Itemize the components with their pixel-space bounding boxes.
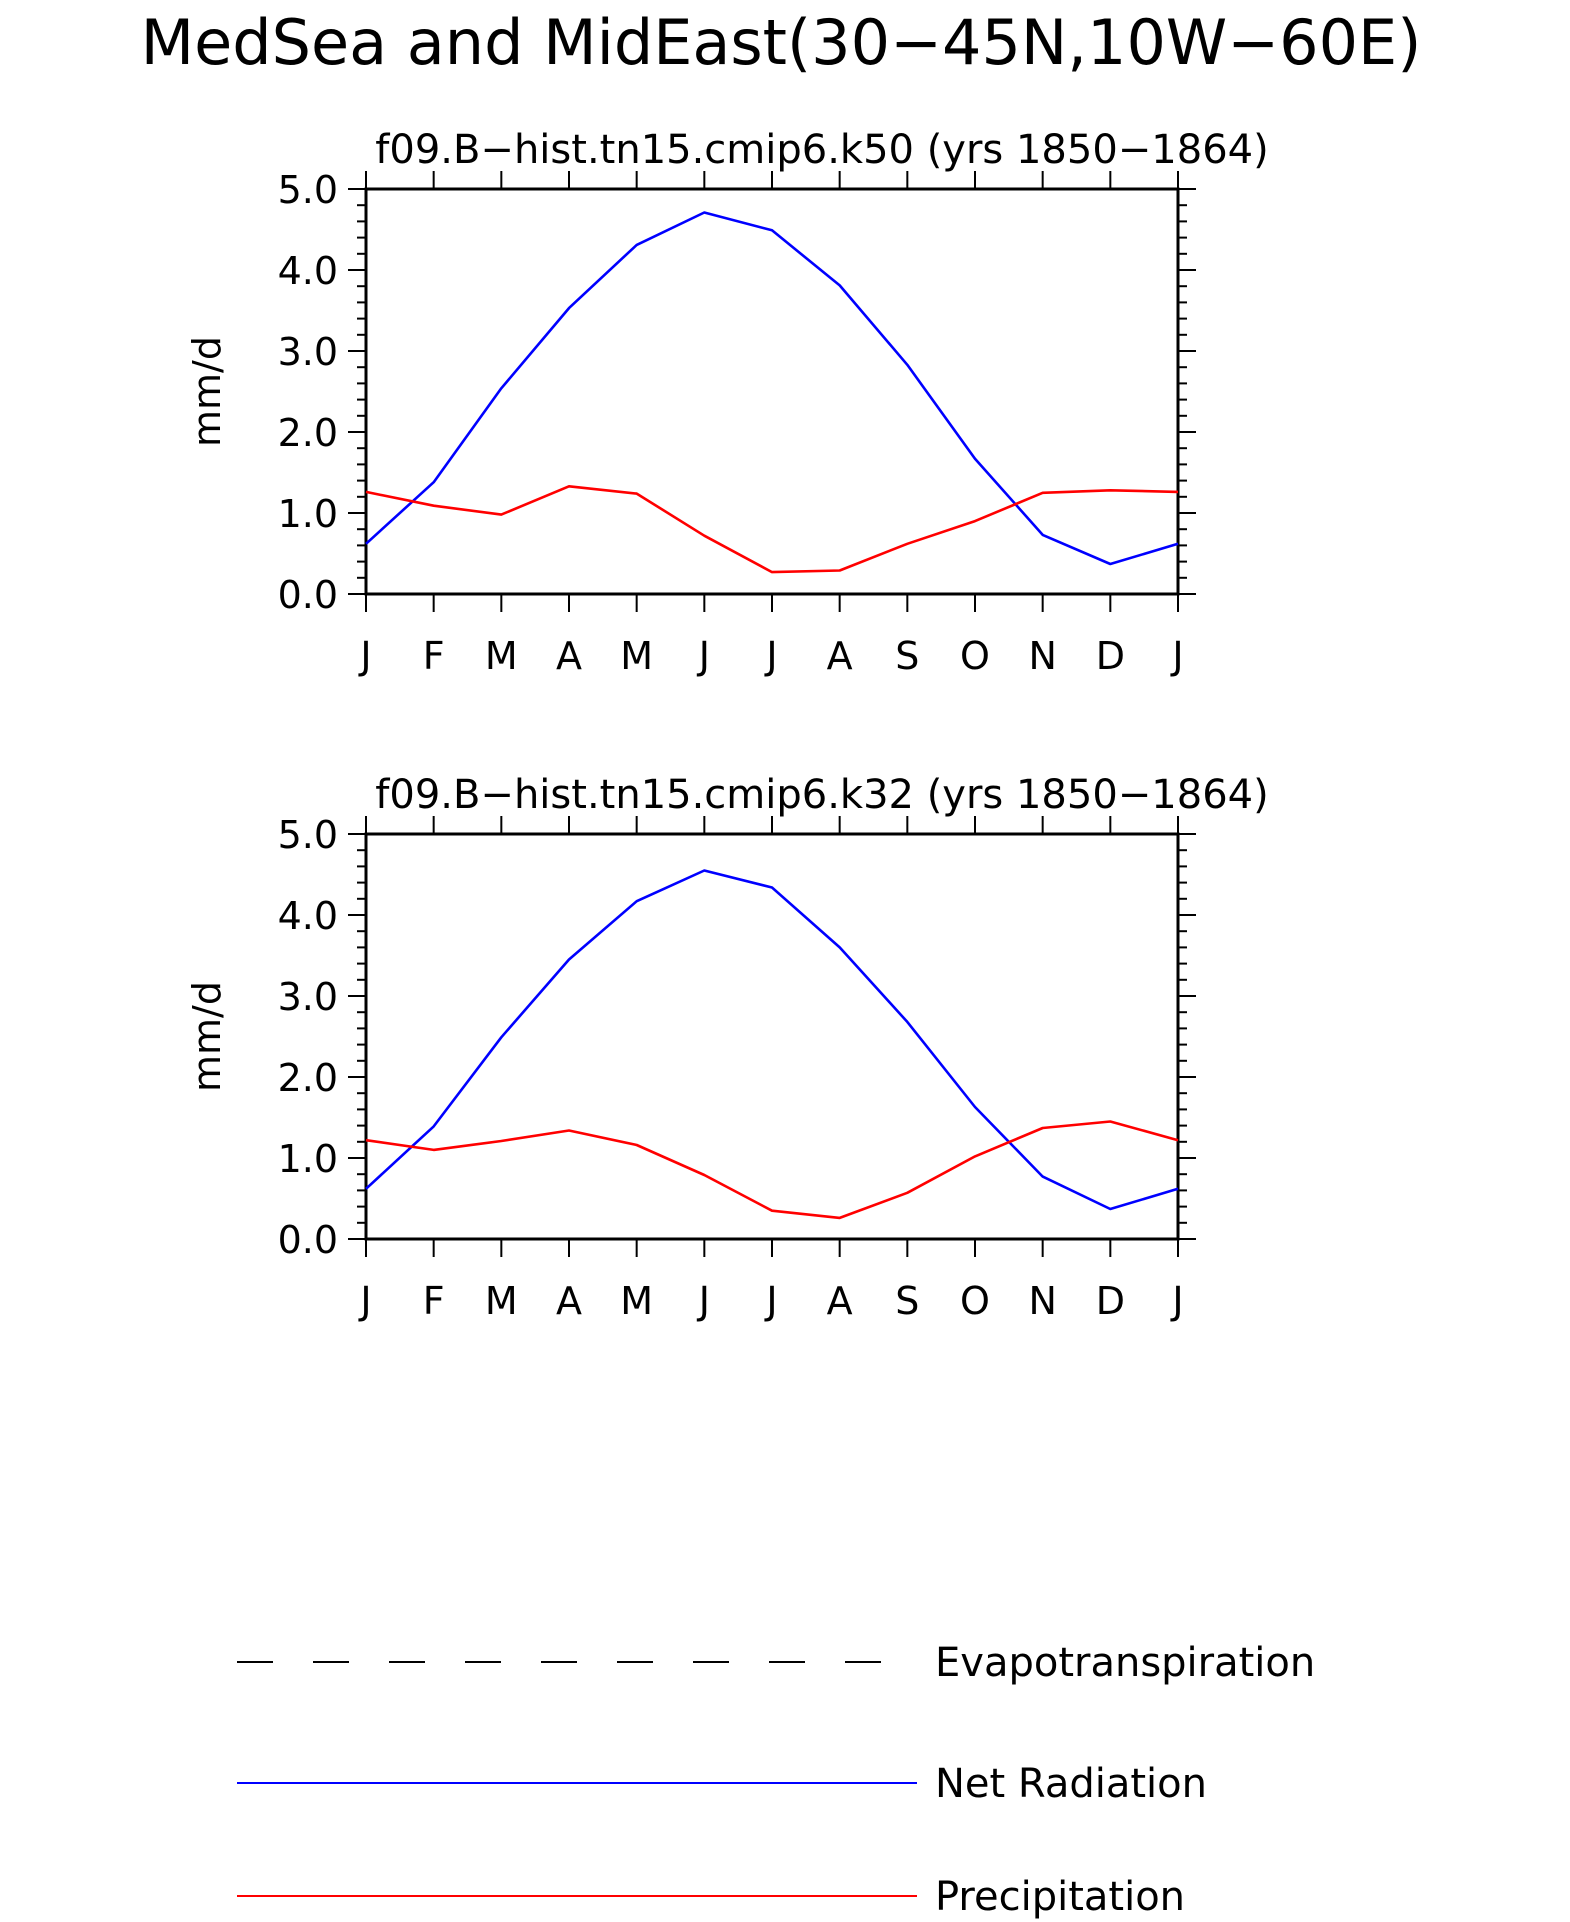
series-line-precipitation [365,484,1179,574]
legend-label: Net Radiation [935,1761,1207,1807]
x-tick-label: M [620,634,653,678]
panel-title: f09.B−hist.tn15.cmip6.k50 (yrs 1850−1864… [375,127,1268,173]
y-tick-label: 2.0 [278,1056,338,1100]
series-line-net-radiation [365,211,1179,566]
x-tick-label: O [960,1279,990,1323]
x-tick-label: A [827,634,853,678]
y-tick-label: 5.0 [278,168,338,212]
x-tick-label: O [960,634,990,678]
x-tick-label: S [895,1279,919,1323]
series-line-precipitation [365,1120,1179,1220]
legend-item: Precipitation [237,1874,1185,1920]
panel-title: f09.B−hist.tn15.cmip6.k32 (yrs 1850−1864… [375,772,1268,818]
series-line-net-radiation [365,869,1179,1211]
x-tick-label: N [1028,634,1056,678]
panel-2: f09.B−hist.tn15.cmip6.k32 (yrs 1850−1864… [185,772,1269,1323]
x-tick-label: J [358,1279,371,1323]
x-tick-label: J [697,1279,710,1323]
figure-title: MedSea and MidEast(30−45N,10W−60E) [141,6,1422,79]
y-tick-label: 0.0 [278,1218,338,1262]
legend-item: Evapotranspiration [237,1640,1315,1686]
y-tick-label: 1.0 [278,1137,338,1181]
legend-label: Precipitation [935,1874,1185,1920]
y-tick-label: 1.0 [278,492,338,536]
panel-1: f09.B−hist.tn15.cmip6.k50 (yrs 1850−1864… [185,127,1269,678]
x-tick-label: J [764,634,777,678]
x-tick-label: J [697,634,710,678]
legend-label: Evapotranspiration [935,1640,1315,1686]
x-tick-label: A [827,1279,853,1323]
legend: Evapotranspiration Net Radiation Precipita… [237,1640,1315,1920]
x-tick-label: F [423,1279,445,1323]
x-tick-label: N [1028,1279,1056,1323]
panels-group: f09.B−hist.tn15.cmip6.k50 (yrs 1850−1864… [185,127,1269,1323]
y-tick-label: 2.0 [278,411,338,455]
legend-item: Net Radiation [237,1761,1207,1807]
y-tick-label: 3.0 [278,330,338,374]
x-tick-label: F [423,634,445,678]
x-tick-label: M [485,634,518,678]
x-tick-label: S [895,634,919,678]
x-tick-label: J [1170,634,1183,678]
x-tick-label: A [556,1279,582,1323]
y-tick-label: 4.0 [278,894,338,938]
x-tick-label: A [556,634,582,678]
x-tick-label: J [358,634,371,678]
x-tick-label: J [1170,1279,1183,1323]
y-axis-label: mm/d [185,336,229,447]
x-tick-label: J [764,1279,777,1323]
y-axis-label: mm/d [185,981,229,1092]
y-tick-label: 5.0 [278,813,338,857]
x-tick-label: D [1096,1279,1125,1323]
x-tick-label: M [620,1279,653,1323]
y-tick-label: 0.0 [278,573,338,617]
x-tick-label: D [1096,634,1125,678]
y-tick-label: 3.0 [278,975,338,1019]
x-tick-label: M [485,1279,518,1323]
y-tick-label: 4.0 [278,249,338,293]
